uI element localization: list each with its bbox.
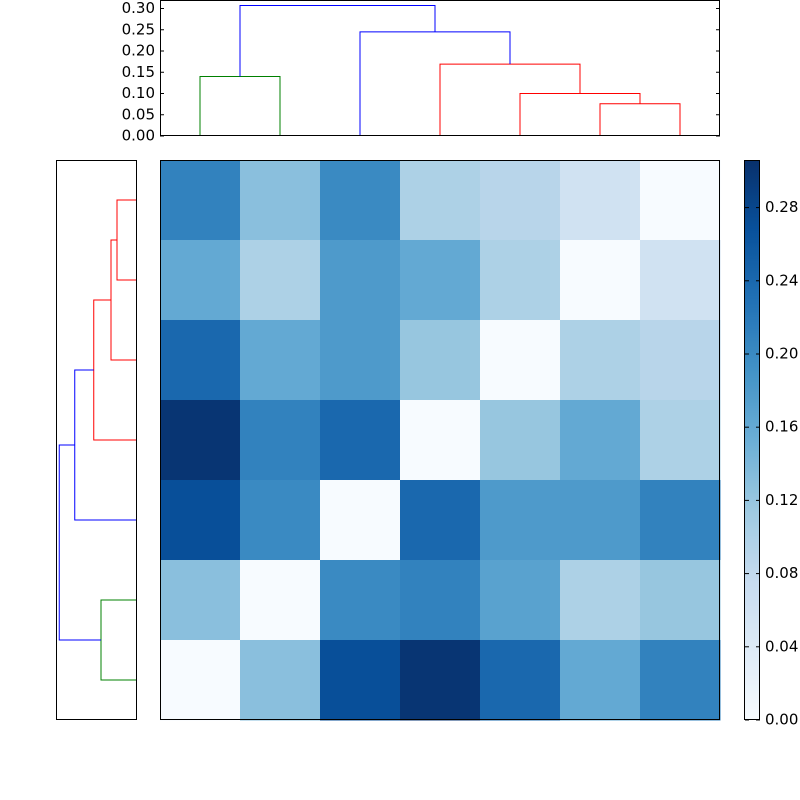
y-tick-label: 0.10 [122,84,155,102]
heatmap-cell [640,640,721,721]
heatmap-cell [560,320,641,401]
colorbar-tick-label: 0.04 [765,637,798,655]
heatmap-cell [160,640,241,721]
colorbar-tick-label: 0.08 [765,564,798,582]
left-dendrogram-link [58,444,101,641]
heatmap-cell [320,400,401,481]
y-tick-label: 0.25 [122,20,155,38]
heatmap-cell [240,560,321,641]
heatmap-cell [320,640,401,721]
heatmap-cell [560,640,641,721]
heatmap-cell [480,400,561,481]
top-dendrogram-link [599,103,681,136]
top-dendrogram-frame [160,0,720,136]
colorbar-frame [744,160,760,720]
left-dendrogram-link [100,599,136,681]
top-dendrogram-link [239,5,436,77]
heatmap-cell [240,640,321,721]
colorbar-tick-label: 0.20 [765,344,798,362]
colorbar [745,160,760,720]
top-dendrogram-link [199,76,281,136]
left-dendrogram-frame [56,160,137,720]
heatmap-cell [480,160,561,241]
heatmap-cell [640,560,721,641]
heatmap-cell [480,480,561,561]
heatmap-cell [560,160,641,241]
heatmap-cell [160,240,241,321]
heatmap-cell [640,400,721,481]
y-tick-label: 0.20 [122,42,155,60]
heatmap-cell [160,560,241,641]
heatmap-cell [320,480,401,561]
colorbar-tick-label: 0.28 [765,198,798,216]
plot-layer: 0.00 0.04 0.08 0.12 0.16 0.20 0.24 0.28 0.00 0.05… [58,0,798,729]
left-dendrogram-link [74,369,136,521]
colorbar-tick-label: 0.16 [765,418,798,436]
top-dendrogram-link [519,93,641,136]
heatmap-cell [240,160,321,241]
heatmap-cell [240,400,321,481]
heatmap-cell [240,320,321,401]
heatmap-cell [400,240,481,321]
heatmap-cell [640,160,721,241]
colorbar-tick-label: 0.00 [765,711,798,729]
heatmap-cell [160,400,241,481]
heatmap-cell [400,560,481,641]
y-tick-label: 0.00 [122,127,155,145]
heatmap-cell [400,640,481,721]
heatmap-cell [640,240,721,321]
heatmap-cell [640,480,721,561]
left-dendrogram-link [110,239,136,361]
heatmap-cell [560,560,641,641]
heatmap-cell [240,240,321,321]
y-tick-label: 0.15 [122,63,155,81]
heatmap-cell [480,560,561,641]
heatmap-cell [480,320,561,401]
top-dendrogram-link [439,63,581,136]
heatmap-cell [480,640,561,721]
left-dendrogram-link [93,299,136,441]
heatmap-cell [240,480,321,561]
heatmap-cell [480,240,561,321]
heatmap-cell [320,160,401,241]
heatmap-frame [160,160,720,720]
heatmap-cell [320,320,401,401]
heatmap-cell [320,240,401,321]
left-dendrogram-link [116,199,136,281]
heatmap-cell [560,240,641,321]
colorbar-tick-label: 0.24 [765,271,798,289]
colorbar-tick-label: 0.12 [765,491,798,509]
heatmap-cell [400,480,481,561]
heatmap-cell [560,400,641,481]
y-tick-label: 0.30 [122,0,155,17]
heatmap-cell [400,400,481,481]
heatmap-cell [160,160,241,241]
heatmap-cell [160,320,241,401]
y-tick-label: 0.05 [122,105,155,123]
heatmap-cell [640,320,721,401]
top-dendrogram-link [359,31,511,136]
heatmap-cell [400,320,481,401]
heatmap-cell [400,160,481,241]
heatmap-cell [320,560,401,641]
heatmap-cell [160,480,241,561]
heatmap-cell [560,480,641,561]
